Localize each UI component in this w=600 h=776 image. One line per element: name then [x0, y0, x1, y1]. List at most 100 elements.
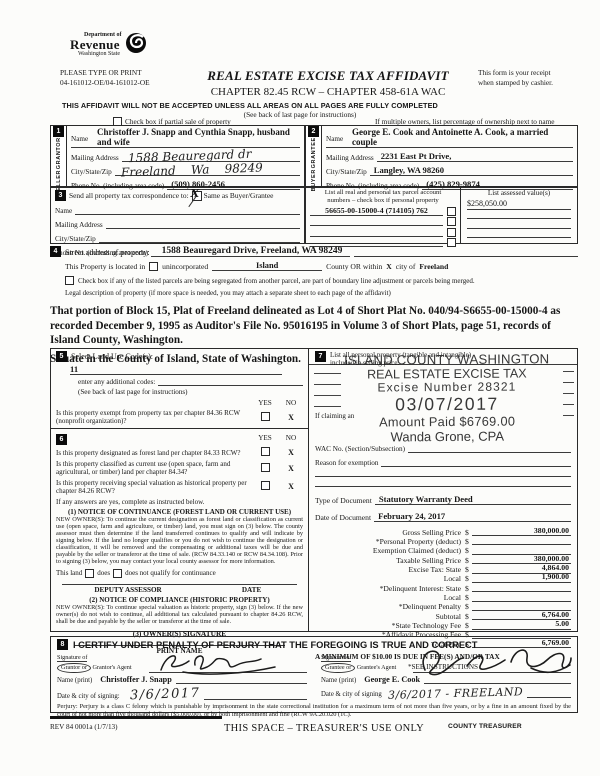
current-use-yes-checkbox[interactable]	[260, 462, 270, 472]
buyer-city-field[interactable]: Langley, WA 98260	[369, 165, 573, 176]
unincorporated-checkbox[interactable]	[149, 262, 159, 272]
fee-value[interactable]: 5.00	[471, 619, 571, 630]
land-use-title: Select Land Use Code(s):	[71, 352, 153, 361]
print-name-line[interactable]	[74, 638, 285, 646]
fee-value[interactable]	[471, 609, 571, 611]
county-value[interactable]: Island	[212, 261, 323, 272]
grantor-name-value[interactable]: Christoffer J. Snapp	[100, 675, 172, 684]
exempt-yes-checkbox[interactable]	[260, 411, 270, 421]
fee-value[interactable]	[471, 591, 571, 593]
seller-name-row: Name Christoffer J. Snapp and Cynthia Sn…	[71, 127, 300, 148]
forest-no-answer[interactable]: X	[288, 448, 294, 458]
reason-extra-line[interactable]	[315, 477, 571, 487]
grantee-name-value[interactable]: George E. Cook	[364, 675, 421, 684]
parcel-account-column: List all real and personal tax parcel ac…	[306, 188, 461, 248]
blank-dash-line	[563, 382, 574, 383]
personal-property-checkbox[interactable]	[447, 206, 456, 216]
type-of-document-label: Type of Document	[315, 495, 372, 505]
unincorporated-label: unincorporated	[162, 262, 209, 272]
deputy-assessor-line[interactable]	[62, 578, 297, 585]
street-address-line-tail	[354, 247, 578, 257]
corr-city-field[interactable]	[98, 232, 300, 243]
buyer-city-label: City/State/Zip	[326, 168, 367, 176]
grantor-date-value[interactable]: 3/6/2017	[129, 685, 201, 704]
parcel-blank-line[interactable]	[310, 246, 443, 248]
does-not-checkbox[interactable]	[113, 568, 123, 578]
buyer-name-label: Name	[326, 135, 344, 143]
historical-no-answer[interactable]: X	[288, 482, 294, 492]
parcel-blank-line[interactable]	[310, 235, 443, 237]
same-as-buyer-checkbox[interactable]	[191, 191, 202, 201]
buyer-grantee-vertical-label: BUYER GRANTEE	[310, 137, 317, 192]
parcel-blank-line[interactable]	[310, 225, 443, 227]
assessed-blank-line[interactable]	[467, 229, 571, 239]
seller-phone-field[interactable]: (509) 860-2456	[167, 179, 300, 190]
personal-property-checkbox[interactable]	[447, 217, 456, 227]
buyer-name-row: Name George E. Cook and Antoinette A. Co…	[326, 127, 573, 148]
fee-value[interactable]: 4,864.00	[471, 563, 571, 574]
fee-value[interactable]	[471, 553, 571, 555]
buyer-mailing-field[interactable]: 2231 East Pt Drive,	[376, 151, 573, 162]
reason-extra-line[interactable]	[315, 467, 571, 477]
wac-field[interactable]	[408, 444, 571, 453]
grantor-signature-field[interactable]	[149, 652, 307, 675]
page-footer: REV 84 0001a (1/7/13) THIS SPACE – TREAS…	[50, 716, 578, 734]
seller-city-field[interactable]: Freeland Wa 98249	[114, 161, 300, 179]
seller-mailing-row: Mailing Address 1588 Beauregard dr	[71, 147, 300, 165]
instructions-note: (See back of last page for instructions)	[243, 110, 357, 119]
date-of-document-field[interactable]: February 24, 2017	[374, 511, 571, 522]
additional-codes-field[interactable]	[158, 377, 303, 387]
city-value[interactable]: Freeland	[419, 262, 449, 272]
buyer-side-strip: 2 BUYER GRANTEE	[306, 126, 322, 191]
street-address-value[interactable]: 1588 Beauregard Drive, Freeland, WA 9824…	[153, 246, 351, 257]
historical-yes-checkbox[interactable]	[260, 481, 270, 491]
buyer-mailing-label: Mailing Address	[326, 154, 374, 162]
corr-name-field[interactable]	[75, 204, 300, 215]
notice-continuance-title: (1) NOTICE OF CONTINUANCE (FOREST LAND O…	[67, 508, 292, 517]
exempt-no-answer[interactable]: X	[288, 412, 294, 422]
personal-property-checkbox[interactable]	[447, 227, 456, 237]
claiming-exemption-fragment: If claiming an	[315, 412, 355, 420]
personal-property-checkbox[interactable]	[447, 238, 456, 248]
forest-yes-checkbox[interactable]	[260, 447, 270, 457]
situate-row: Situate in the County of Island, State o…	[50, 353, 578, 366]
grantee-sig-label: Signature of Grantee or Grantee's Agent	[321, 654, 413, 673]
buyer-phone-field[interactable]: (425) 829-9874	[422, 179, 573, 190]
located-pre-label: This Property is located in	[65, 262, 146, 272]
assessed-blank-line[interactable]	[467, 210, 571, 220]
blank-dash-line	[563, 404, 574, 405]
owners-signature-label: (3) OWNER(S) SIGNATURE	[132, 628, 227, 638]
minimum-fee-note: A MINIMUM OF $10.00 IS DUE IN FEE(S) AND…	[315, 652, 500, 662]
fee-value[interactable]	[471, 544, 571, 546]
corr-mailing-field[interactable]	[105, 218, 300, 229]
grantee-signature-field[interactable]	[413, 649, 572, 676]
fee-value[interactable]	[471, 600, 571, 602]
current-use-no-answer[interactable]: X	[288, 463, 294, 473]
fee-value[interactable]: 6,769.00	[471, 638, 571, 649]
fee-value[interactable]: 6,764.00	[471, 610, 571, 621]
assessed-value-1[interactable]: $258,050.00	[467, 199, 571, 210]
parcel-number-value[interactable]: 56655-00-15000-4 (714105) 762	[310, 206, 443, 216]
does-checkbox[interactable]	[85, 568, 95, 578]
seller-mailing-field[interactable]: 1588 Beauregard dr	[121, 147, 300, 165]
grantee-date-value[interactable]: 3/6/2017 - FREELAND	[387, 685, 524, 702]
segregated-checkbox[interactable]	[65, 276, 74, 286]
fee-value[interactable]: 380,000.00	[471, 526, 571, 537]
type-of-document-field[interactable]: Statutory Warranty Deed	[374, 494, 571, 505]
yes-label: YES	[258, 399, 272, 408]
land-use-code-value[interactable]: 11	[70, 364, 282, 376]
assessed-blank-line[interactable]	[467, 219, 571, 229]
grantee-sig-row: Signature of Grantee or Grantee's Agent	[321, 649, 572, 676]
fee-value[interactable]	[471, 637, 571, 639]
reason-field[interactable]	[381, 458, 571, 467]
receipt-note: This form is your receipt when stamped b…	[478, 68, 578, 88]
correspondence-parcels-row: 3 Send all property tax correspondence t…	[50, 187, 578, 257]
notice-compliance-title: (2) NOTICE OF COMPLIANCE (HISTORIC PROPE…	[89, 596, 270, 605]
buyer-name-value[interactable]: George E. Cook and Antoinette A. Cook, a…	[352, 127, 549, 148]
please-type-label: PLEASE TYPE OR PRINT	[60, 68, 142, 77]
fee-value[interactable]: 1,900.00	[471, 573, 571, 583]
fee-value[interactable]: 380,000.00	[471, 554, 571, 565]
grantee-or-circled: Grantee or	[321, 662, 356, 673]
seller-name-value[interactable]: Christoffer J. Snapp and Cynthia Snapp, …	[97, 127, 290, 148]
